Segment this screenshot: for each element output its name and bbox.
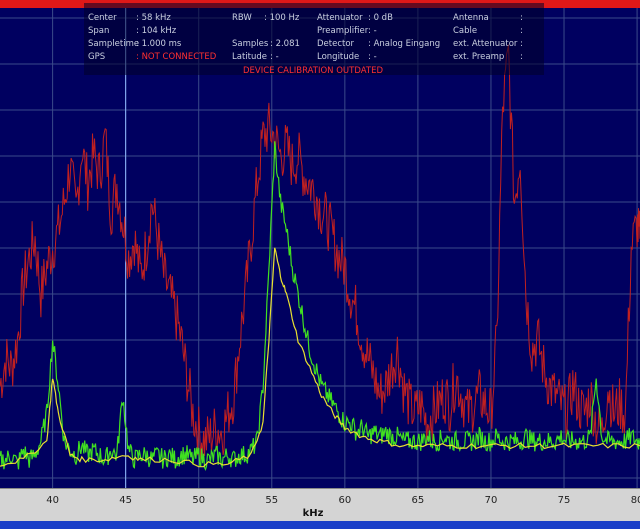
- longitude-label: Longitude: [317, 52, 360, 62]
- x-tick-label-50: 50: [192, 495, 206, 506]
- average-trace: [0, 247, 640, 468]
- x-tick-label-65: 65: [411, 495, 425, 506]
- calibration-warning: DEVICE CALIBRATION OUTDATED: [243, 66, 383, 76]
- ext-attenuator-value: :: [520, 39, 523, 49]
- attenuator-label: Attenuator: [317, 13, 363, 23]
- x-tick-label-60: 60: [338, 495, 352, 506]
- preamplifier-value: : -: [368, 26, 377, 36]
- ext-attenuator-label: ext. Attenuator: [453, 39, 518, 49]
- x-axis-strip: 40 45 50 55 60 65 70 75 80 kHz: [0, 488, 640, 522]
- x-tick-label-45: 45: [119, 495, 133, 506]
- sampletime-label: Sampletime: [88, 39, 140, 49]
- sampletime-value: : 1.000 ms: [136, 39, 182, 49]
- samples-value: : 2.081: [270, 39, 300, 49]
- latitude-label: Latitude: [232, 52, 267, 62]
- preamplifier-label: Preamplifier: [317, 26, 369, 36]
- window-bottom-bar: [0, 521, 640, 529]
- rbw-value: : 100 Hz: [264, 13, 300, 23]
- detector-value: : Analog Eingang: [368, 39, 441, 49]
- longitude-value: : -: [368, 52, 377, 62]
- center-value: : 58 kHz: [136, 13, 171, 23]
- spectrum-plot[interactable]: [0, 8, 640, 488]
- cable-label: Cable: [453, 26, 478, 36]
- rbw-label: RBW: [232, 13, 252, 23]
- ext-preamp-label: ext. Preamp: [453, 52, 505, 62]
- x-tick-label-75: 75: [557, 495, 571, 506]
- x-tick-label-55: 55: [265, 495, 279, 506]
- x-axis-unit-label: kHz: [302, 508, 324, 519]
- span-label: Span: [88, 26, 110, 36]
- max-hold-trace: [0, 44, 640, 461]
- x-tick-label-40: 40: [46, 495, 59, 506]
- gps-value: : NOT CONNECTED: [136, 52, 217, 62]
- detector-label: Detector: [317, 39, 355, 49]
- samples-label: Samples: [232, 39, 269, 49]
- ext-preamp-value: :: [520, 52, 523, 62]
- latitude-value: : -: [270, 52, 279, 62]
- live-trace: [0, 141, 640, 471]
- antenna-label: Antenna: [453, 13, 489, 23]
- span-value: : 104 kHz: [136, 26, 177, 36]
- x-tick-label-70: 70: [484, 495, 498, 506]
- cable-value: :: [520, 26, 523, 36]
- center-label: Center: [88, 13, 117, 23]
- measurement-info-panel: Center : 58 kHz Span : 104 kHz Sampletim…: [84, 3, 544, 76]
- attenuator-value: : 0 dB: [368, 13, 393, 23]
- antenna-value: :: [520, 13, 523, 23]
- gps-label: GPS: [88, 52, 106, 62]
- spectrum-svg: [0, 8, 640, 488]
- x-tick-label-80: 80: [630, 495, 640, 506]
